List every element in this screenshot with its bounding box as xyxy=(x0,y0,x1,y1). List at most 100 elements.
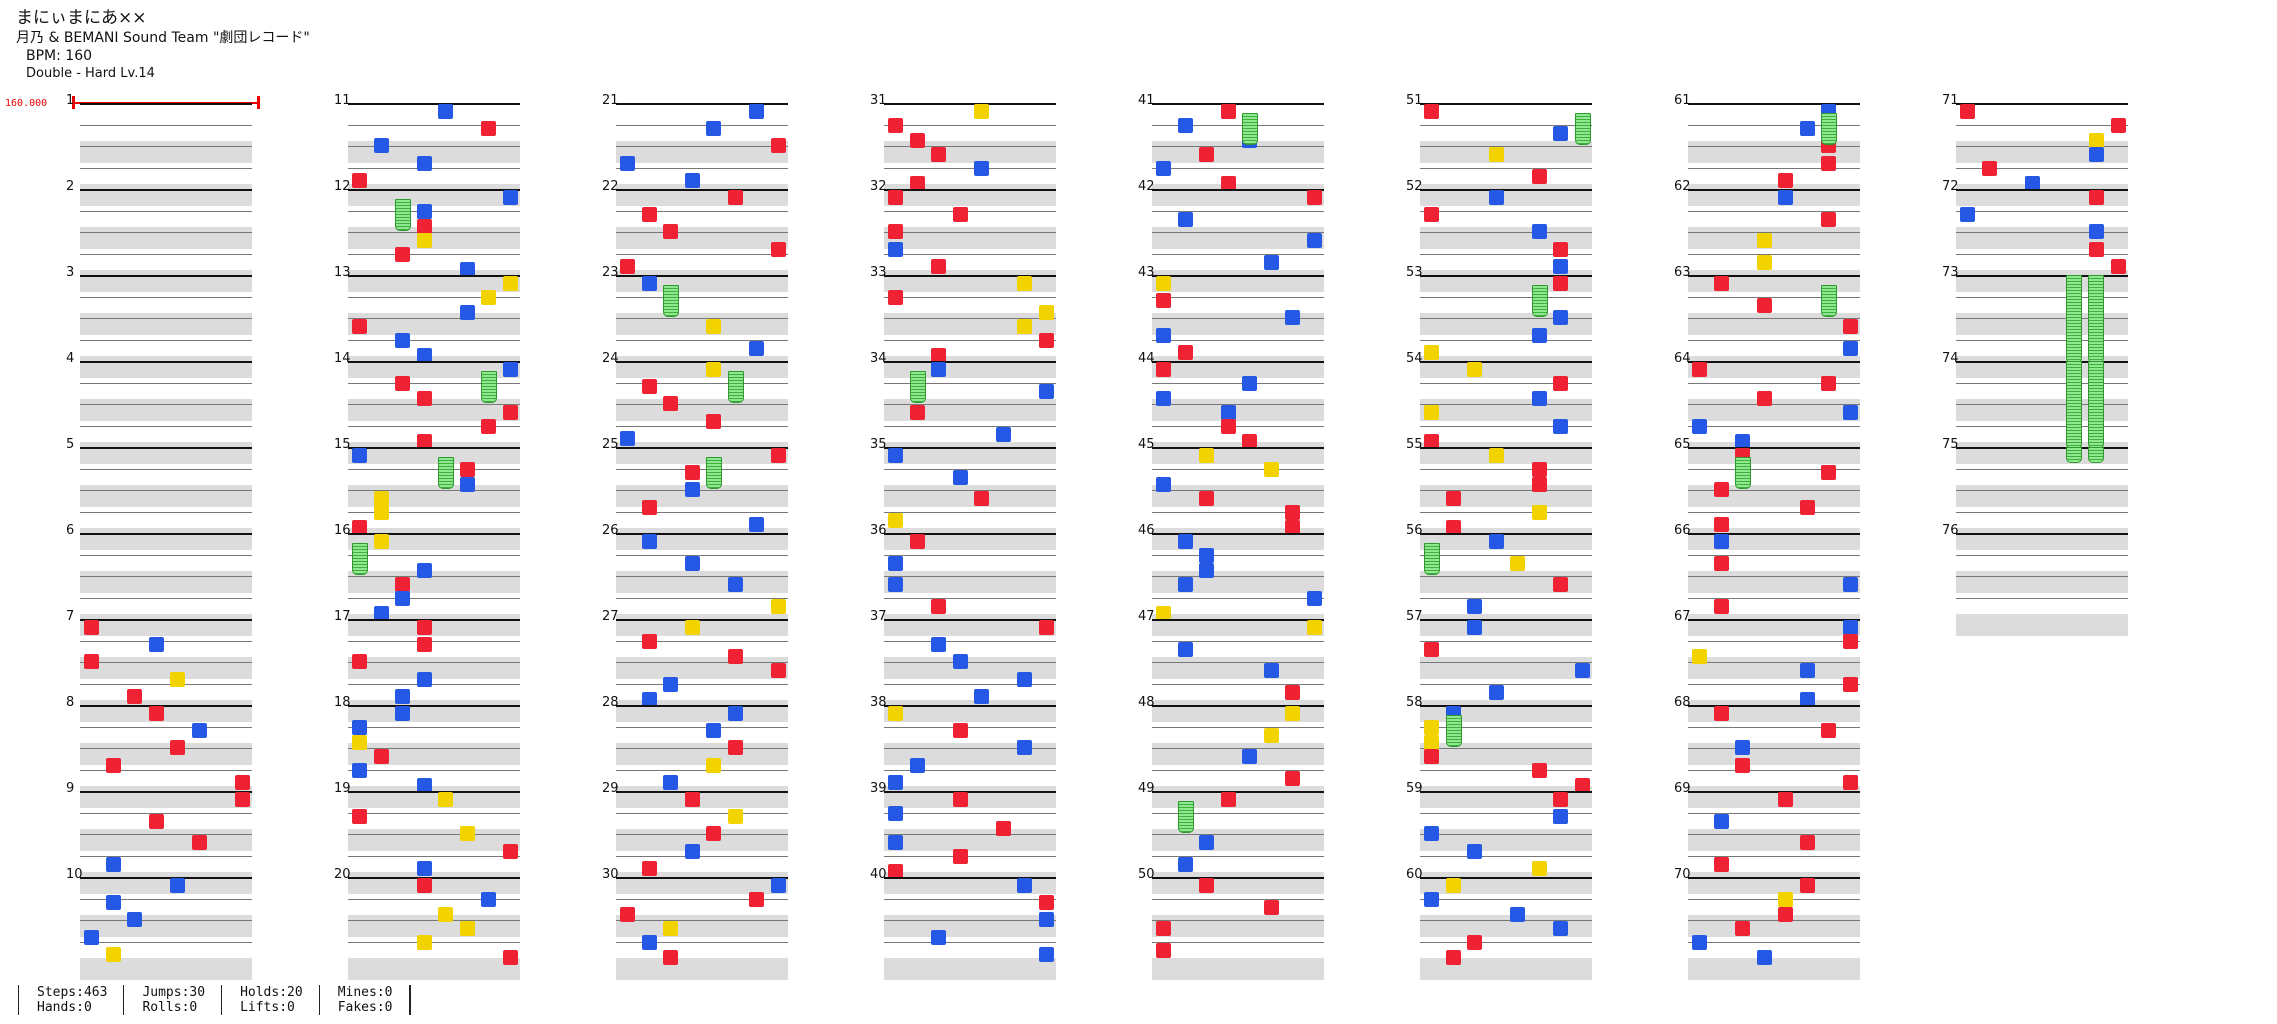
measure-line xyxy=(616,791,788,793)
beat-line xyxy=(1688,167,1860,169)
step-arrow xyxy=(416,347,432,363)
beat-line xyxy=(348,898,520,900)
beat-line xyxy=(1152,920,1324,921)
step-arrow xyxy=(1713,598,1729,614)
step-arrow xyxy=(1553,276,1568,291)
beat-line xyxy=(80,382,252,384)
beat-line xyxy=(616,662,788,663)
step-arrow xyxy=(416,204,432,220)
beat-stripe xyxy=(1152,871,1324,894)
measure-line xyxy=(1956,103,2128,105)
bpm-change-cap-left xyxy=(72,96,75,109)
beat-line xyxy=(1420,232,1592,233)
stat-top: Mines:0 xyxy=(337,985,393,1000)
beat-stripe xyxy=(80,398,252,421)
beat-line xyxy=(1688,898,1860,900)
beat-line xyxy=(1956,425,2128,427)
step-arrow xyxy=(170,878,185,893)
beat-stripe xyxy=(348,957,520,980)
measure-line xyxy=(616,705,788,707)
step-arrow xyxy=(1756,390,1772,406)
beat-stripe xyxy=(348,226,520,249)
beat-line xyxy=(616,834,788,835)
beat-line xyxy=(1152,576,1324,577)
step-arrow xyxy=(1553,310,1568,326)
step-arrow xyxy=(234,792,250,807)
step-arrow xyxy=(1199,562,1214,578)
step-arrow xyxy=(663,949,678,965)
beat-stripe xyxy=(616,441,788,464)
step-arrow xyxy=(952,849,968,865)
beat-line xyxy=(1688,920,1860,921)
measure-number: 61 xyxy=(1674,93,1691,108)
measure-number: 49 xyxy=(1138,781,1155,796)
measure-line xyxy=(1152,361,1324,363)
hold-note xyxy=(1735,457,1751,489)
beat-stripe xyxy=(1420,613,1592,636)
step-arrow xyxy=(1017,319,1032,334)
beat-line xyxy=(80,210,252,212)
beat-line xyxy=(884,662,1056,663)
beat-line xyxy=(1152,318,1324,319)
chart-column: 11 12 13 14 15 16 17 18 19 20 xyxy=(334,93,520,980)
beat-line xyxy=(616,941,788,943)
song-artist: 月乃 & BEMANI Sound Team "劇団レコード" xyxy=(16,30,310,46)
step-arrow xyxy=(1156,921,1171,936)
step-arrow xyxy=(352,809,367,825)
beat-line xyxy=(80,339,252,341)
beat-line xyxy=(1152,404,1324,405)
beat-line xyxy=(616,554,788,556)
beat-line xyxy=(348,662,520,663)
stat-bottom: Lifts:0 xyxy=(240,1000,295,1015)
step-arrow xyxy=(1553,419,1568,435)
beat-line xyxy=(348,404,520,405)
step-arrow xyxy=(1220,419,1236,435)
beat-line xyxy=(884,124,1056,126)
beat-line xyxy=(1688,662,1860,663)
step-arrow xyxy=(888,555,903,571)
beat-line xyxy=(884,834,1056,835)
measure-line xyxy=(1688,103,1860,105)
step-arrow xyxy=(1799,121,1815,137)
measure-line xyxy=(616,361,788,363)
beat-line xyxy=(1688,511,1860,513)
step-arrow xyxy=(952,792,968,807)
measure-line xyxy=(80,533,252,535)
step-arrow xyxy=(1156,476,1171,492)
measure-number: 45 xyxy=(1138,437,1155,452)
beat-line xyxy=(1688,748,1860,749)
step-arrow xyxy=(909,405,925,420)
step-arrow xyxy=(1156,276,1171,291)
step-arrow xyxy=(909,757,925,773)
measure-line xyxy=(1688,619,1860,621)
step-arrow xyxy=(1531,390,1547,406)
measure-line xyxy=(1420,103,1592,105)
measure-line xyxy=(1420,705,1592,707)
measure-line xyxy=(884,275,1056,277)
step-arrow xyxy=(888,774,903,790)
step-arrow xyxy=(127,912,142,928)
step-arrow xyxy=(1038,333,1054,349)
beat-stripe xyxy=(80,828,252,851)
beat-line xyxy=(348,167,520,169)
beat-stripe xyxy=(1152,269,1324,292)
beat-stripe xyxy=(616,312,788,335)
measure-number: 67 xyxy=(1674,609,1691,624)
step-arrow xyxy=(1713,813,1729,829)
measure-number: 64 xyxy=(1674,351,1691,366)
step-arrow xyxy=(1424,405,1439,420)
measure-line xyxy=(1688,877,1860,879)
measure-number: 30 xyxy=(602,867,619,882)
beat-line xyxy=(1420,597,1592,599)
beat-line xyxy=(1688,576,1860,577)
measure-number: 10 xyxy=(66,867,83,882)
beat-stripe xyxy=(348,183,520,206)
beat-line xyxy=(1152,597,1324,599)
beat-stripe xyxy=(348,312,520,335)
step-arrow xyxy=(127,688,142,704)
hold-note xyxy=(1574,113,1591,145)
beat-line xyxy=(348,554,520,556)
beat-stripe xyxy=(1688,828,1860,851)
measure-line xyxy=(1420,189,1592,191)
hold-note xyxy=(352,543,368,575)
